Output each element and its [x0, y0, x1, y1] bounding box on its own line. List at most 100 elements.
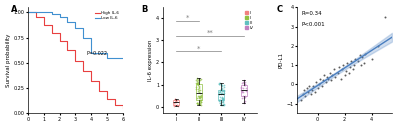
- Point: [242, 87, 249, 89]
- Point: [355, 60, 361, 62]
- Point: [240, 95, 246, 97]
- Point: [347, 66, 353, 68]
- Point: [172, 101, 179, 103]
- Point: [217, 91, 223, 93]
- Point: [336, 66, 342, 68]
- Point: [197, 95, 203, 97]
- Point: [339, 68, 345, 70]
- Point: [309, 89, 315, 91]
- Point: [316, 83, 322, 85]
- Point: [217, 96, 223, 98]
- Point: [172, 98, 178, 100]
- Point: [194, 88, 201, 90]
- Point: [238, 92, 245, 93]
- Point: [220, 86, 227, 88]
- Point: [197, 103, 204, 105]
- Point: [194, 77, 200, 79]
- Point: [344, 62, 350, 64]
- Point: [196, 91, 202, 93]
- Point: [304, 87, 310, 89]
- Point: [220, 103, 227, 105]
- Point: [195, 83, 202, 85]
- Point: [195, 95, 201, 97]
- Text: R=0.34: R=0.34: [302, 11, 322, 16]
- Point: [330, 68, 337, 70]
- Point: [360, 62, 367, 64]
- Point: [218, 84, 224, 86]
- Point: [220, 92, 227, 94]
- Point: [346, 72, 352, 74]
- Point: [194, 81, 201, 83]
- Point: [198, 96, 204, 98]
- Point: [240, 81, 246, 83]
- Point: [218, 93, 224, 95]
- Point: [241, 84, 247, 86]
- Point: [220, 97, 226, 99]
- Point: [218, 89, 224, 91]
- Point: [220, 90, 226, 92]
- Point: [348, 60, 354, 62]
- Point: [217, 82, 224, 84]
- Point: [328, 79, 334, 81]
- Point: [219, 104, 225, 106]
- Point: [193, 88, 200, 90]
- Point: [216, 93, 222, 95]
- Point: [240, 87, 246, 89]
- Point: [221, 84, 227, 86]
- Point: [194, 102, 200, 104]
- Point: [197, 97, 204, 99]
- Point: [240, 91, 246, 93]
- Point: [220, 101, 226, 103]
- Point: [174, 105, 181, 107]
- Point: [198, 78, 204, 80]
- Point: [326, 72, 333, 74]
- Point: [305, 91, 311, 93]
- Point: [196, 97, 202, 99]
- Point: [219, 87, 225, 89]
- Point: [220, 104, 227, 106]
- Point: [218, 99, 225, 101]
- Point: [241, 81, 248, 83]
- Point: [197, 92, 203, 94]
- Point: [242, 95, 249, 97]
- Point: [194, 90, 201, 92]
- Point: [300, 93, 306, 95]
- Point: [356, 54, 363, 56]
- Point: [219, 84, 225, 86]
- Point: [219, 85, 225, 87]
- Text: A: A: [11, 5, 18, 14]
- Point: [241, 82, 248, 84]
- Point: [242, 96, 248, 98]
- Point: [217, 102, 223, 104]
- Point: [322, 81, 329, 83]
- Point: [239, 83, 246, 85]
- Point: [196, 95, 203, 97]
- Y-axis label: IL-6 expression: IL-6 expression: [148, 40, 153, 81]
- Point: [171, 98, 178, 100]
- Point: [350, 68, 356, 70]
- Point: [171, 102, 178, 104]
- Point: [172, 101, 179, 103]
- Point: [352, 58, 359, 60]
- Point: [195, 83, 202, 85]
- Point: [298, 99, 304, 101]
- Point: [194, 102, 200, 104]
- Point: [302, 95, 308, 97]
- Point: [196, 103, 203, 105]
- Point: [194, 80, 200, 82]
- Point: [216, 99, 222, 101]
- Point: [174, 104, 180, 106]
- Point: [216, 93, 223, 95]
- Point: [358, 64, 364, 66]
- Point: [359, 56, 366, 58]
- Point: [220, 98, 226, 100]
- Point: [242, 84, 248, 86]
- Point: [241, 102, 248, 104]
- Point: [195, 104, 202, 106]
- Point: [220, 103, 226, 105]
- Text: *: *: [186, 15, 189, 21]
- Point: [216, 100, 222, 102]
- Point: [198, 104, 204, 106]
- Point: [198, 99, 204, 101]
- Point: [238, 87, 244, 89]
